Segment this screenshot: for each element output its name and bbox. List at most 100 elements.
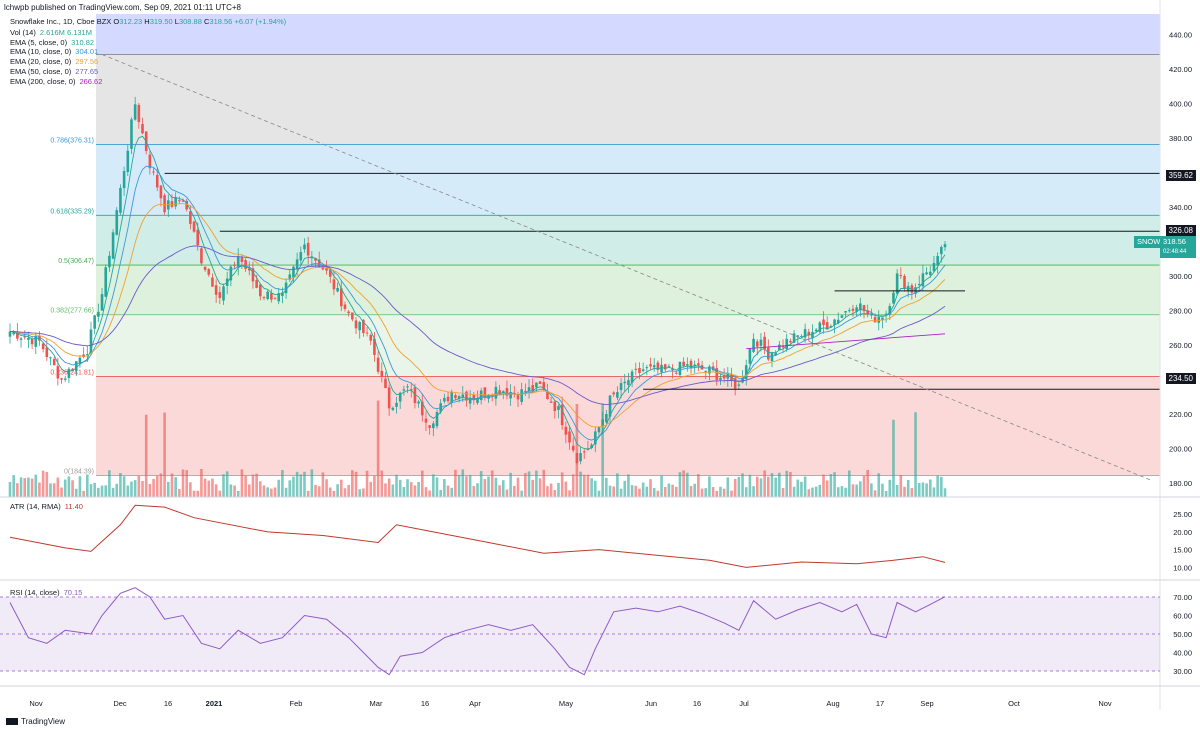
volume-bar bbox=[384, 483, 387, 497]
candle-body bbox=[214, 285, 218, 295]
volume-bar bbox=[553, 489, 557, 497]
candle-body bbox=[259, 284, 262, 297]
candle-body bbox=[483, 387, 487, 398]
volume-bar bbox=[943, 488, 947, 497]
volume-bar bbox=[616, 473, 619, 497]
volume-bar bbox=[27, 477, 30, 497]
rsi-tick-label: 40.00 bbox=[1173, 649, 1192, 658]
volume-bar bbox=[82, 490, 85, 497]
tradingview-logo[interactable]: TradingView bbox=[6, 717, 65, 726]
candle-body bbox=[767, 347, 770, 360]
candle-body bbox=[30, 338, 34, 345]
symbol-name: Snowflake Inc., 1D, Cboe BZX bbox=[10, 17, 112, 26]
volume-bar bbox=[74, 488, 78, 497]
fib-band bbox=[96, 376, 1160, 476]
volume-bar bbox=[214, 484, 218, 497]
candle-body bbox=[321, 264, 325, 270]
volume-bar bbox=[38, 482, 41, 497]
volume-bar bbox=[608, 485, 612, 497]
candle-body bbox=[616, 392, 619, 398]
fib-band bbox=[96, 54, 1160, 145]
volume-bar bbox=[391, 484, 395, 497]
rsi-value: 70.15 bbox=[63, 588, 83, 597]
candle-body bbox=[222, 286, 225, 301]
volume-bar bbox=[579, 471, 582, 497]
candle-body bbox=[380, 370, 384, 377]
high-label: H bbox=[144, 17, 150, 26]
close-value: 318.56 bbox=[209, 17, 233, 26]
volume-bar bbox=[870, 483, 873, 497]
volume-bar bbox=[906, 479, 910, 497]
candle-body bbox=[465, 391, 468, 401]
volume-bar bbox=[689, 486, 693, 497]
atr-legend[interactable]: ATR (14, RMA) 11.40 bbox=[10, 502, 83, 511]
volume-bar bbox=[413, 485, 417, 497]
indicator-row[interactable]: EMA (10, close, 0) 304.01 bbox=[10, 47, 98, 56]
ema-10-line bbox=[9, 165, 946, 441]
atr-tick-label: 10.00 bbox=[1173, 563, 1192, 572]
volume-bar bbox=[336, 484, 339, 497]
volume-bar bbox=[56, 477, 60, 497]
indicator-row[interactable]: EMA (5, close, 0) 310.82 bbox=[10, 38, 94, 47]
volume-bar bbox=[767, 476, 770, 497]
volume-bar bbox=[859, 481, 862, 497]
candle-body bbox=[339, 288, 343, 307]
volume-bar bbox=[354, 471, 358, 497]
time-tick-label: 16 bbox=[421, 699, 429, 708]
fib-label: 0.5(306.47) bbox=[58, 258, 94, 265]
indicator-row[interactable]: Vol (14) 2.616M 6.131M bbox=[10, 28, 92, 37]
candle-body bbox=[409, 389, 413, 391]
volume-bar bbox=[531, 479, 535, 497]
candle-body bbox=[130, 119, 133, 149]
indicator-row[interactable]: EMA (200, close, 0) 266.62 bbox=[10, 77, 102, 86]
candle-body bbox=[391, 407, 395, 410]
fib-label: 0(184.39) bbox=[64, 469, 94, 476]
volume-bar bbox=[921, 482, 925, 497]
candle-body bbox=[814, 329, 818, 332]
volume-bar bbox=[314, 484, 317, 497]
volume-bar bbox=[63, 479, 67, 497]
candle-body bbox=[74, 361, 78, 371]
candle-body bbox=[211, 277, 214, 287]
indicator-value: 304.01 bbox=[75, 47, 99, 57]
candle-body bbox=[693, 364, 696, 366]
volume-bar bbox=[568, 490, 571, 497]
candle-body bbox=[115, 210, 119, 235]
candle-body bbox=[476, 397, 479, 403]
candle-body bbox=[472, 394, 476, 401]
candle-body bbox=[538, 381, 542, 384]
volume-bar bbox=[925, 483, 928, 497]
candle-body bbox=[744, 365, 748, 380]
candle-body bbox=[141, 124, 144, 134]
volume-bar bbox=[535, 470, 538, 497]
volume-bar bbox=[899, 475, 903, 497]
candle-body bbox=[752, 338, 755, 352]
candle-body bbox=[593, 431, 597, 445]
volume-bar bbox=[30, 478, 34, 497]
candle-body bbox=[498, 390, 501, 395]
symbol-legend[interactable]: Snowflake Inc., 1D, Cboe BZX O312.23 H31… bbox=[10, 17, 286, 26]
indicator-row[interactable]: EMA (50, close, 0) 277.65 bbox=[10, 67, 98, 76]
fib-band bbox=[96, 265, 1160, 315]
candle-body bbox=[461, 394, 465, 398]
candle-body bbox=[192, 221, 196, 232]
volume-bar bbox=[697, 474, 700, 497]
fib-band bbox=[96, 14, 1160, 55]
volume-bar bbox=[273, 487, 277, 497]
indicator-row[interactable]: EMA (20, close, 0) 297.56 bbox=[10, 57, 98, 66]
volume-bar bbox=[678, 472, 682, 497]
volume-bar bbox=[52, 483, 56, 497]
candle-body bbox=[45, 347, 49, 358]
candle-body bbox=[807, 331, 811, 336]
rsi-legend[interactable]: RSI (14, close) 70.15 bbox=[10, 588, 82, 597]
time-tick-label: Feb bbox=[290, 699, 303, 708]
volume-bar bbox=[612, 486, 616, 497]
volume-bar bbox=[450, 487, 454, 497]
candle-body bbox=[19, 338, 23, 340]
fib-band bbox=[96, 314, 1160, 377]
time-tick-label: Nov bbox=[1098, 699, 1112, 708]
volume-bar bbox=[133, 480, 137, 497]
candle-body bbox=[855, 307, 858, 312]
candle-body bbox=[667, 366, 671, 368]
candle-body bbox=[649, 364, 652, 367]
